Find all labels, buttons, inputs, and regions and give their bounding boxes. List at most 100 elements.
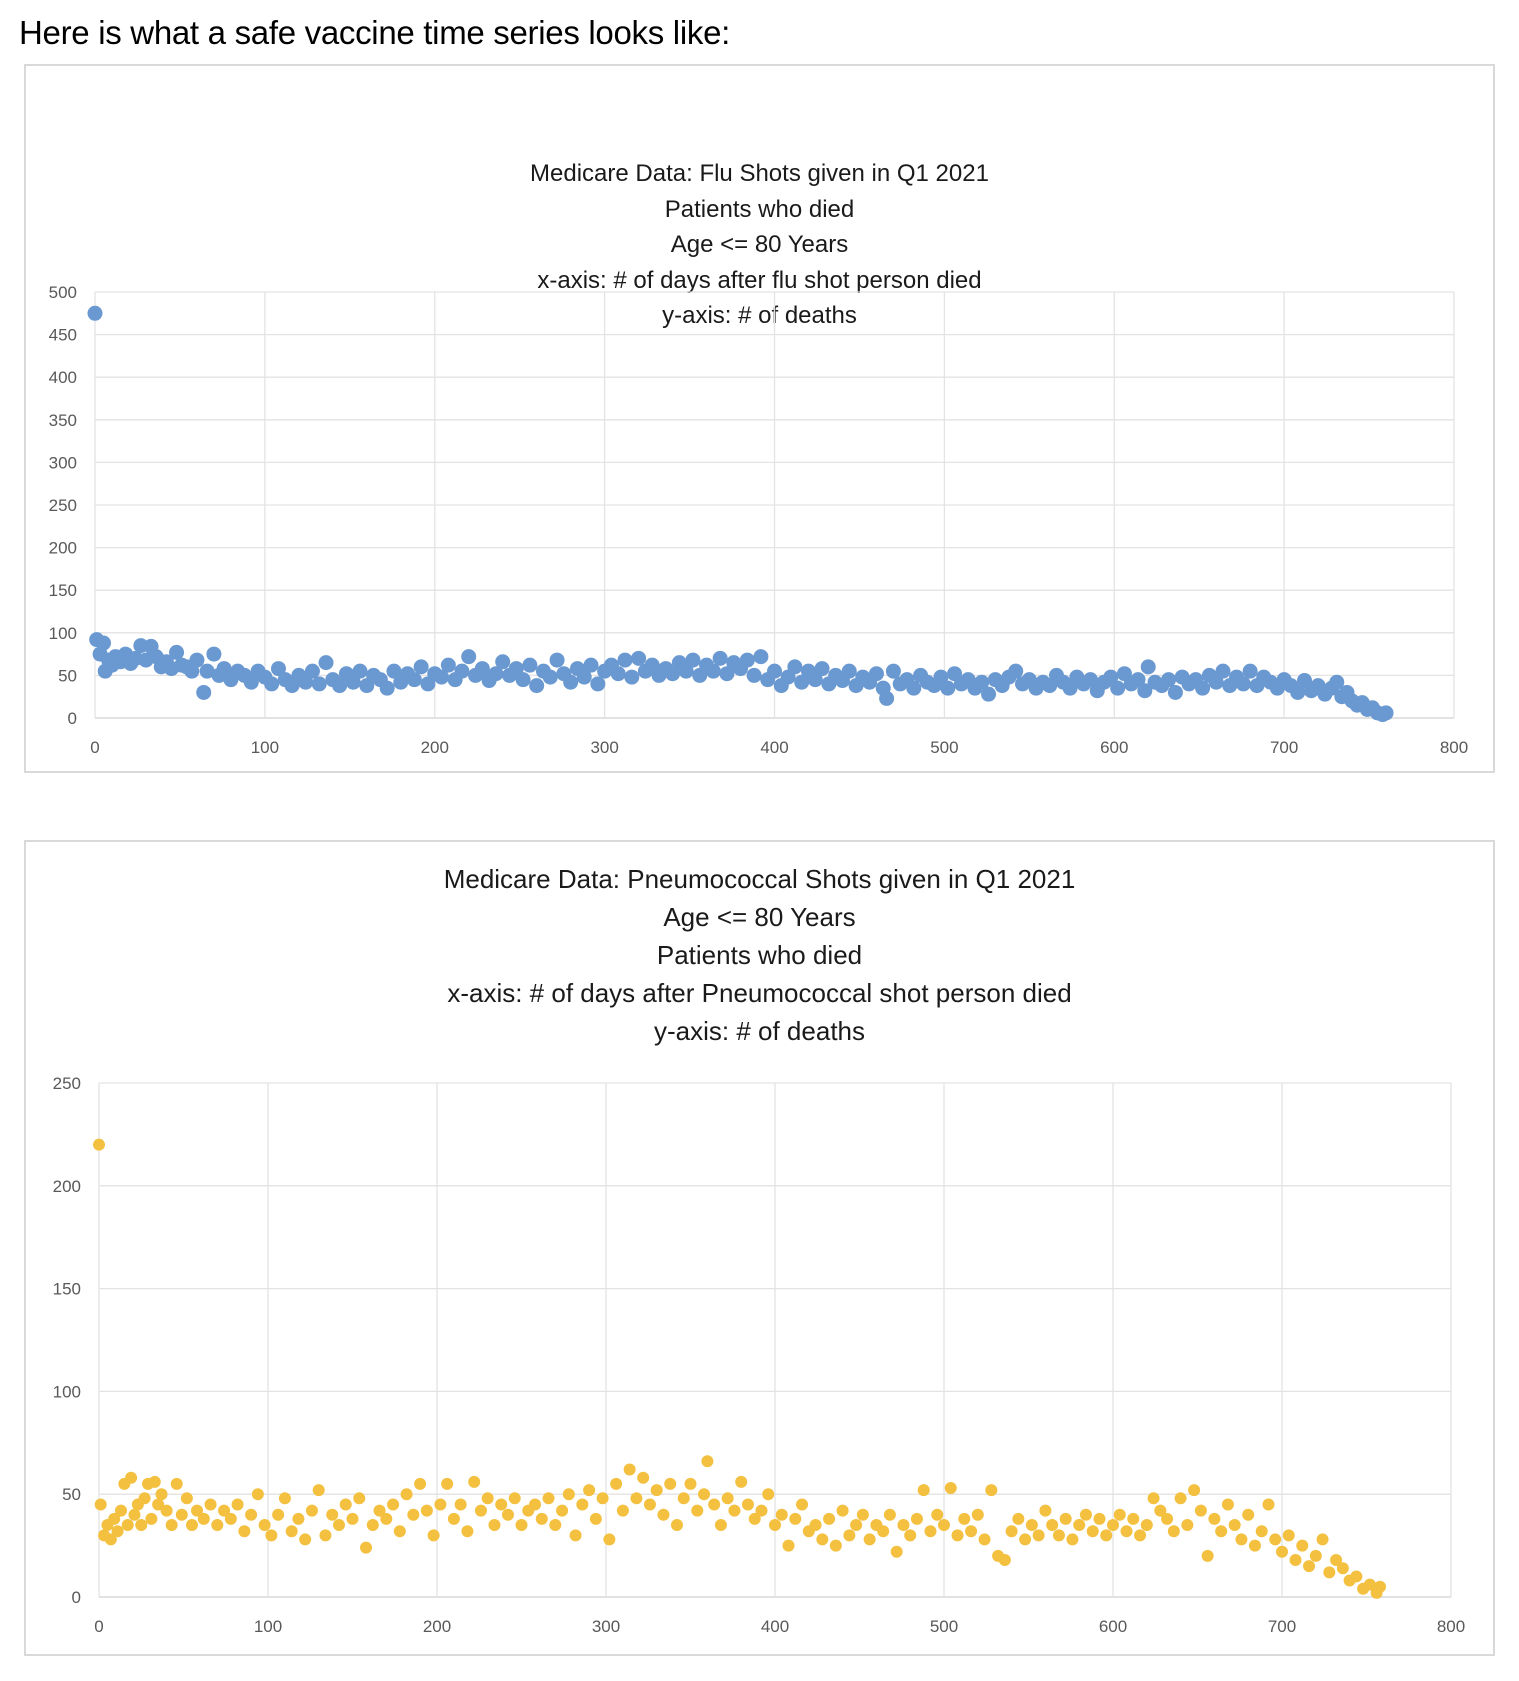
data-point bbox=[245, 1508, 258, 1521]
data-point bbox=[1046, 1519, 1059, 1532]
data-point bbox=[138, 1492, 151, 1505]
data-point bbox=[944, 1482, 957, 1495]
data-point bbox=[1052, 1529, 1065, 1542]
data-point bbox=[1127, 1512, 1140, 1525]
data-point bbox=[488, 666, 504, 682]
data-point bbox=[590, 676, 606, 692]
data-point bbox=[1208, 1512, 1221, 1525]
data-point bbox=[1242, 663, 1258, 679]
data-point bbox=[1134, 1529, 1147, 1542]
data-point bbox=[576, 1498, 589, 1511]
data-point bbox=[468, 1475, 481, 1488]
data-point bbox=[698, 1488, 711, 1501]
data-point bbox=[311, 676, 327, 692]
data-point bbox=[1137, 683, 1153, 699]
data-point bbox=[204, 1498, 217, 1511]
data-point bbox=[746, 667, 762, 683]
data-point bbox=[637, 1471, 650, 1484]
x-tick-label: 700 bbox=[1270, 738, 1298, 757]
data-point bbox=[691, 1504, 704, 1517]
data-point bbox=[863, 1533, 876, 1546]
data-point bbox=[1019, 1533, 1032, 1546]
data-point bbox=[701, 1455, 714, 1468]
data-point bbox=[850, 1519, 863, 1532]
x-tick-label: 0 bbox=[90, 738, 99, 757]
scatter-plot: 0 50 100 150 200 250 0 100 200 300 400 500 600 700 800 bbox=[53, 1074, 1466, 1636]
data-point bbox=[631, 650, 647, 666]
data-point bbox=[906, 680, 922, 696]
y-tick-label: 0 bbox=[72, 1588, 81, 1607]
pneumococcal-shots-chart: Medicare Data: Pneumococcal Shots given … bbox=[24, 840, 1495, 1656]
data-point bbox=[879, 690, 895, 706]
data-point bbox=[400, 1488, 413, 1501]
data-point bbox=[1113, 1508, 1126, 1521]
data-point bbox=[1282, 1529, 1295, 1542]
data-point bbox=[1235, 1533, 1248, 1546]
data-point bbox=[1309, 1549, 1322, 1562]
data-point bbox=[170, 1477, 183, 1490]
data-point bbox=[352, 663, 368, 679]
data-point bbox=[1110, 680, 1126, 696]
data-point bbox=[1140, 659, 1156, 675]
data-point bbox=[1140, 1519, 1153, 1532]
data-point bbox=[938, 1519, 950, 1532]
data-point bbox=[1378, 705, 1394, 721]
data-point bbox=[1161, 672, 1177, 688]
chart-title: Medicare Data: Flu Shots given in Q1 202… bbox=[26, 156, 1493, 334]
data-point bbox=[1194, 1504, 1207, 1517]
data-point bbox=[152, 1498, 165, 1511]
x-tick-label: 100 bbox=[251, 738, 279, 757]
data-point bbox=[843, 1529, 856, 1542]
data-point bbox=[1255, 1525, 1268, 1538]
data-point bbox=[104, 1533, 117, 1546]
data-point bbox=[562, 1488, 575, 1501]
data-point bbox=[823, 1512, 836, 1525]
data-point bbox=[345, 674, 361, 690]
data-point bbox=[304, 663, 320, 679]
data-point bbox=[951, 1529, 964, 1542]
data-point bbox=[796, 1498, 809, 1511]
data-point bbox=[1107, 1519, 1119, 1532]
data-point bbox=[665, 666, 681, 682]
y-tick-label: 200 bbox=[53, 1177, 81, 1196]
data-point bbox=[705, 663, 721, 679]
data-point bbox=[1303, 1560, 1316, 1573]
data-point bbox=[461, 649, 477, 665]
data-point bbox=[380, 1512, 393, 1525]
data-point bbox=[319, 1529, 332, 1542]
data-point bbox=[748, 1512, 761, 1525]
data-point bbox=[569, 1529, 582, 1542]
data-point bbox=[434, 1498, 447, 1511]
x-tick-label: 800 bbox=[1440, 738, 1468, 757]
data-point bbox=[617, 652, 633, 668]
data-point bbox=[1323, 1566, 1336, 1579]
title-line: Medicare Data: Pneumococcal Shots given … bbox=[443, 864, 1076, 894]
data-point bbox=[211, 1519, 224, 1532]
data-point bbox=[563, 674, 579, 690]
data-point bbox=[1025, 1519, 1038, 1532]
page-heading: Here is what a safe vaccine time series … bbox=[19, 14, 730, 51]
data-point bbox=[542, 1492, 555, 1505]
data-point bbox=[1195, 680, 1211, 696]
data-point bbox=[135, 1519, 148, 1532]
title-line: x-axis: # of days after Pneumococcal sho… bbox=[447, 978, 1072, 1008]
data-point bbox=[868, 666, 884, 682]
data-point bbox=[596, 1492, 609, 1505]
data-point bbox=[856, 1508, 869, 1521]
data-point bbox=[917, 1484, 930, 1497]
data-point bbox=[434, 669, 450, 685]
data-point bbox=[145, 1512, 158, 1525]
data-point bbox=[265, 1529, 278, 1542]
data-point bbox=[270, 661, 286, 677]
title-line: y-axis: # of deaths bbox=[662, 302, 857, 329]
data-point bbox=[940, 680, 956, 696]
data-point bbox=[155, 1488, 168, 1501]
data-point bbox=[769, 1519, 781, 1532]
data-point bbox=[603, 1533, 616, 1546]
data-point bbox=[216, 661, 232, 677]
data-point bbox=[191, 1504, 204, 1517]
data-point bbox=[931, 1508, 944, 1521]
data-point bbox=[185, 1519, 198, 1532]
data-point bbox=[180, 1492, 193, 1505]
data-point bbox=[924, 1525, 937, 1538]
